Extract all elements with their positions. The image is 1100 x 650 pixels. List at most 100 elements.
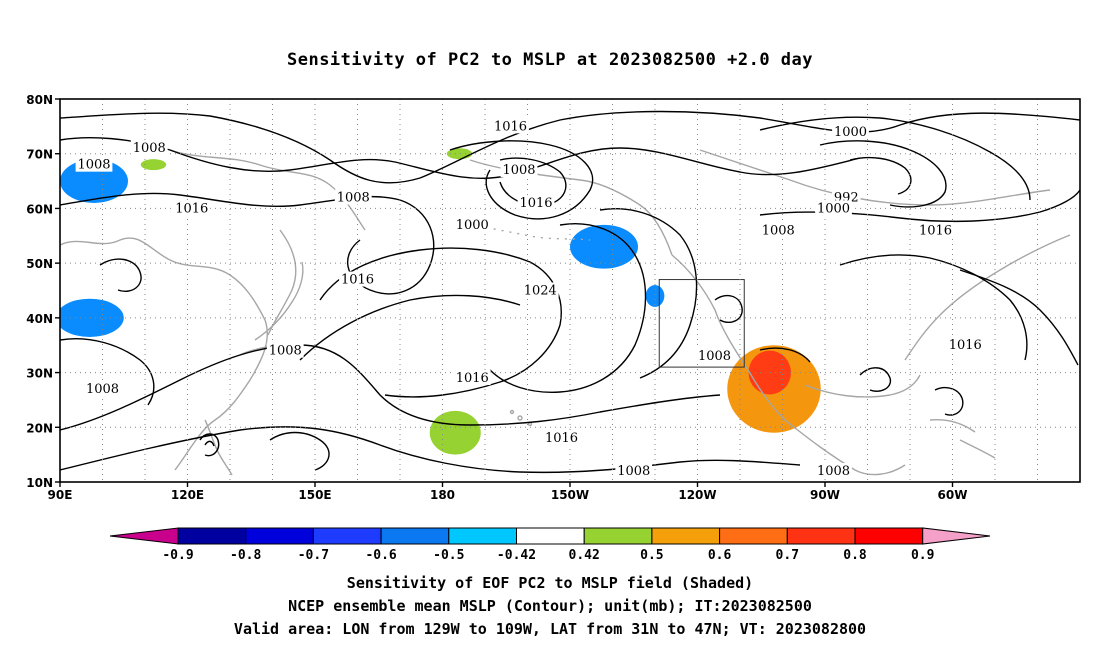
colorbar-swatch	[448, 527, 517, 545]
caption-contour: NCEP ensemble mean MSLP (Contour); unit(…	[288, 597, 812, 615]
contour-label: 1008	[337, 190, 370, 205]
lat-tick-label: 80N	[26, 93, 53, 107]
contour-label: 1008	[86, 382, 119, 397]
lon-tick-label: 90W	[810, 488, 840, 502]
longitude-axis: 90E 120E 150E 180 150W 120W 90W 60W	[48, 482, 968, 502]
colorbar-tick-label: 0.6	[708, 548, 732, 563]
colorbar-high-triangle	[922, 527, 991, 545]
contour-label-bg	[759, 222, 797, 238]
colorbar-low-triangle	[109, 527, 179, 545]
valid-area-box	[658, 279, 745, 368]
shaded-region	[60, 298, 124, 338]
contour-label-bg	[500, 162, 538, 178]
lon-tick-label: 120E	[171, 488, 204, 502]
lon-tick-label: 90E	[48, 488, 73, 502]
colorbar-swatch	[312, 527, 382, 545]
plot-title: Sensitivity of PC2 to MSLP at 2023082500…	[286, 50, 813, 70]
contour-label-bg	[521, 282, 559, 298]
lon-tick-label: 150E	[298, 488, 331, 502]
colorbar-swatch	[245, 527, 314, 545]
contour-label: 1008	[133, 141, 166, 156]
lon-tick-label: 60W	[938, 488, 968, 502]
contour-label: 1008	[77, 158, 110, 173]
shaded-region	[570, 224, 638, 269]
lat-tick-label: 60N	[26, 202, 53, 216]
colorbar-tick-label: -0.6	[365, 548, 396, 563]
contour-label: 1000	[817, 201, 850, 216]
caption-valid-area: Valid area: LON from 129W to 109W, LAT f…	[233, 620, 867, 638]
latitude-axis: 80N 70N 60N 50N 40N 30N 20N 10N	[26, 93, 60, 490]
lat-tick-label: 10N	[26, 476, 53, 490]
contour-label: 1008	[269, 344, 302, 359]
contour-label-bg	[173, 200, 211, 216]
contour-label: 1008	[817, 464, 850, 479]
contour-label-bg	[832, 123, 869, 139]
contour-label-bg	[815, 463, 852, 479]
contour-label-bg	[492, 118, 529, 134]
colorbar-tick-label: -0.8	[230, 548, 261, 563]
contour-label-bg	[543, 430, 580, 446]
colorbar-tick-label: 0.9	[911, 548, 934, 563]
lat-tick-label: 20N	[26, 421, 53, 435]
colorbar-swatch	[854, 527, 924, 545]
contour-label: 1008	[762, 223, 795, 238]
contour-label-bg	[696, 348, 733, 364]
contour-label-bg	[334, 189, 372, 205]
colorbar-swatch	[516, 527, 585, 545]
lat-lon-grid	[60, 99, 1080, 482]
contour-label-bg	[130, 140, 168, 156]
contour-label: 1016	[949, 338, 982, 353]
contour-label: 1016	[456, 371, 489, 386]
colorbar-swatch	[651, 527, 721, 545]
colorbar-tick-label: -0.5	[433, 548, 464, 563]
lon-tick-label: 120W	[678, 488, 716, 502]
colorbar-tick-label: -0.9	[162, 548, 193, 563]
mslp-contours	[60, 110, 1080, 474]
contour-label: 1016	[519, 196, 552, 211]
contour-label-bg	[453, 370, 491, 386]
shaded-region	[748, 350, 791, 395]
contour-label: 1016	[175, 201, 208, 216]
contour-label-bg	[339, 271, 376, 287]
colorbar-swatch	[786, 527, 856, 545]
colorbar: -0.9 -0.8 -0.7 -0.6 -0.5 -0.42 0.42 0.5 0.6 0.7 0.…	[109, 527, 991, 563]
colorbar-swatch	[380, 527, 450, 545]
colorbar-swatch	[177, 527, 247, 545]
shaded-region	[645, 285, 665, 307]
contour-label-bg	[84, 380, 121, 396]
contour-label-bg	[917, 222, 954, 238]
map-background	[60, 99, 1080, 482]
caption-shaded: Sensitivity of EOF PC2 to MSLP field (Sh…	[346, 574, 754, 592]
colorbar-tick-label: -0.7	[298, 548, 329, 563]
contour-label-bg	[75, 156, 113, 172]
contour-label-bg	[946, 337, 984, 353]
colorbar-tick-label: 0.42	[569, 548, 600, 563]
contour-label-bg	[815, 200, 852, 216]
contour-label: 1016	[341, 273, 374, 288]
contour-label-bg	[266, 342, 304, 358]
contour-label: 1000	[834, 125, 867, 140]
contour-label-bg	[615, 463, 653, 479]
colorbar-tick-label: 0.5	[640, 548, 663, 563]
contour-label: 1008	[617, 464, 650, 479]
contour-label-bg	[517, 194, 555, 210]
colorbar-tick-label: 0.8	[843, 548, 867, 563]
contour-label: 1016	[919, 223, 952, 238]
colorbar-swatch	[719, 527, 788, 545]
lon-tick-label: 180	[430, 488, 455, 502]
contour-label: 1024	[524, 284, 557, 299]
colorbar-tick-label: -0.42	[497, 548, 536, 563]
lat-tick-label: 30N	[26, 367, 53, 381]
shaded-region	[140, 159, 167, 171]
contour-label: 1008	[502, 163, 535, 178]
lat-tick-label: 50N	[26, 257, 53, 271]
shaded-region	[429, 410, 481, 455]
colorbar-tick-label: 0.7	[776, 548, 799, 563]
contour-label-bg	[453, 216, 491, 232]
lat-tick-label: 40N	[26, 312, 53, 326]
contour-label: 1008	[698, 349, 731, 364]
contour-label: 1016	[545, 431, 578, 446]
